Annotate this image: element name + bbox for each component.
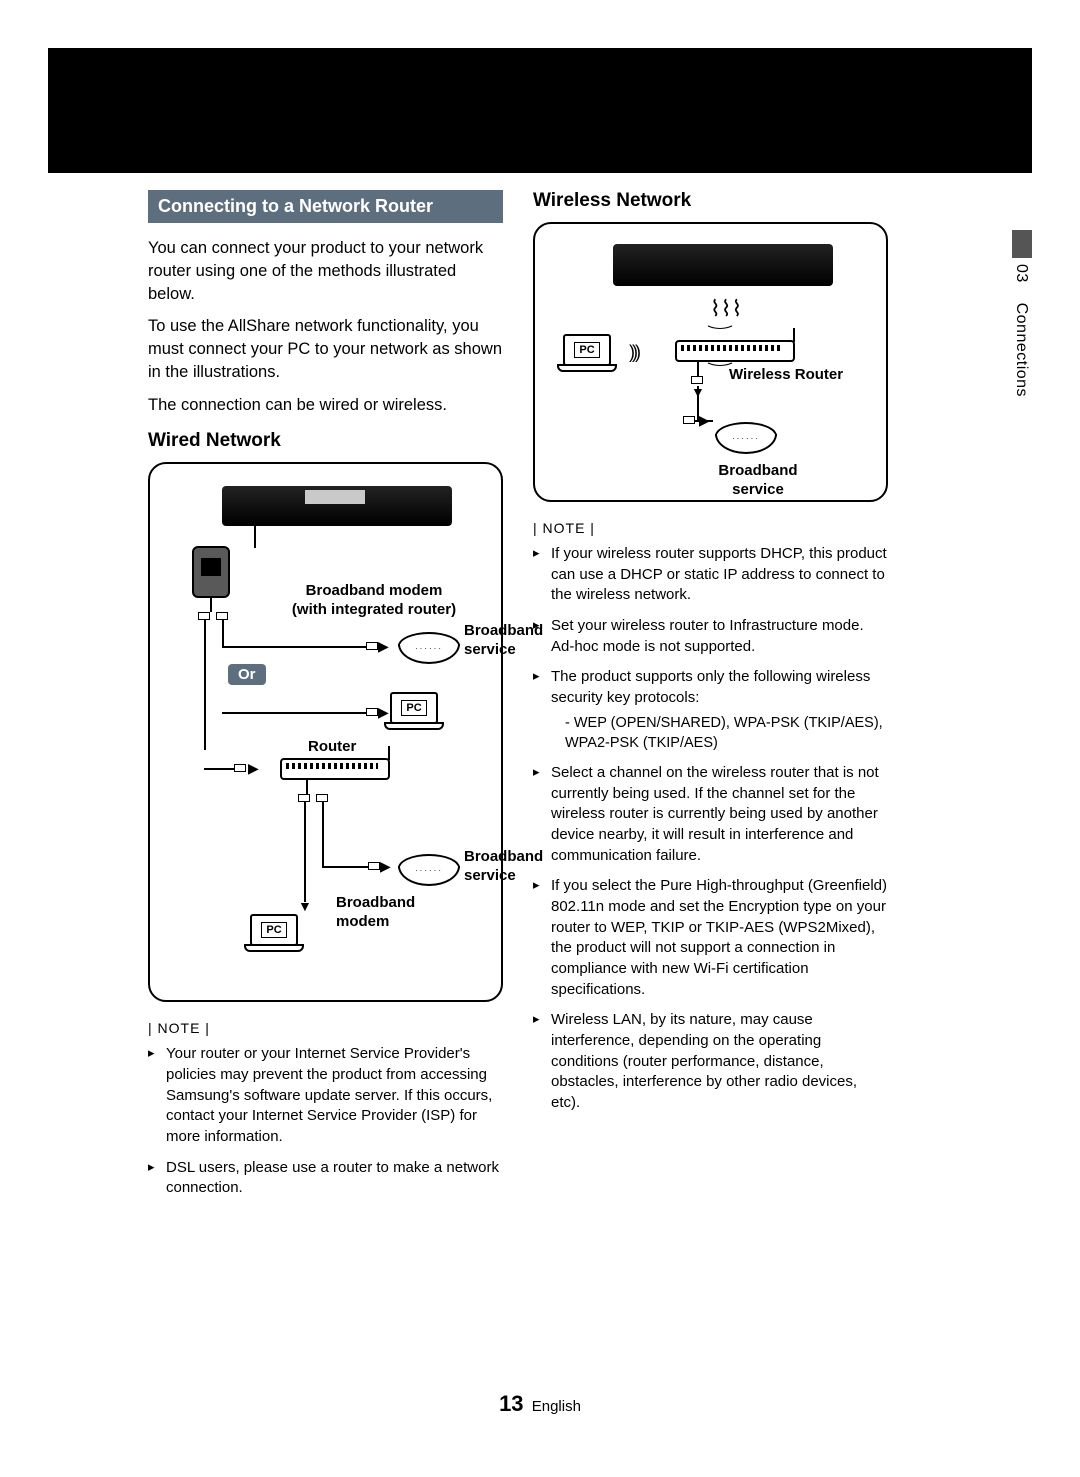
connector-icon (234, 764, 246, 772)
label-broadband-service-2: Broadband service (464, 848, 543, 886)
cable-line (210, 598, 212, 612)
laptop-icon: PC (390, 692, 444, 730)
note-item: Select a channel on the wireless router … (533, 763, 888, 866)
ethernet-port-icon (192, 546, 230, 598)
tab-title: Connections (1013, 303, 1030, 397)
cable-line (322, 802, 324, 822)
router-icon (280, 758, 390, 780)
wireless-network-diagram: ⌇⌇⌇ ︶︶︶ PC ))) Wireless Router (533, 222, 888, 502)
note-item: The product supports only the following … (533, 667, 888, 752)
left-column: Connecting to a Network Router You can c… (148, 190, 503, 1209)
wireless-router-icon (675, 340, 795, 362)
cable-line (204, 620, 206, 750)
arrow-icon: ▶ (378, 704, 389, 721)
top-black-band (48, 48, 1032, 173)
arrow-icon: ▶ (699, 412, 710, 429)
arrow-icon: ▼ (298, 898, 312, 914)
page-language: English (532, 1398, 581, 1415)
product-player-icon (613, 244, 833, 286)
cable-line (204, 768, 234, 770)
cable-line (254, 526, 256, 548)
note-label: | NOTE | (148, 1020, 503, 1036)
label-broadband-modem-integrated: Broadband modem (with integrated router) (274, 582, 474, 620)
connector-icon (198, 612, 210, 620)
connector-icon (368, 862, 380, 870)
tab-stub (1012, 230, 1032, 258)
wireless-network-heading: Wireless Network (533, 190, 888, 212)
broadband-modem-icon: ······ (398, 854, 460, 886)
label-broadband-modem: Broadband modem (336, 894, 415, 932)
cable-line (304, 802, 306, 902)
pc-tag: PC (401, 700, 426, 716)
wired-network-heading: Wired Network (148, 430, 503, 452)
cable-line (306, 780, 308, 794)
section-title-bar: Connecting to a Network Router (148, 190, 503, 223)
note-item: Your router or your Internet Service Pro… (148, 1044, 503, 1147)
note-item: Set your wireless router to Infrastructu… (533, 616, 888, 657)
connector-icon (216, 612, 228, 620)
tab-label: 03 Connections (1012, 260, 1030, 397)
cable-line (322, 822, 324, 866)
or-badge: Or (228, 664, 266, 685)
label-router: Router (308, 738, 356, 757)
intro-para-1: You can connect your product to your net… (148, 237, 503, 305)
connector-icon (366, 708, 378, 716)
cable-line (222, 712, 382, 714)
page-footer: 13 English (0, 1391, 1080, 1417)
intro-para-3: The connection can be wired or wireless. (148, 394, 503, 417)
note-label: | NOTE | (533, 520, 888, 536)
note-text: The product supports only the following … (551, 668, 870, 706)
tab-number: 03 (1013, 264, 1030, 283)
laptop-icon: PC (563, 334, 617, 372)
intro-para-2: To use the AllShare network functionalit… (148, 315, 503, 383)
arrow-icon: ▶ (248, 760, 259, 777)
manual-page: 03 Connections Connecting to a Network R… (0, 0, 1080, 1477)
label-wireless-router: Wireless Router (729, 366, 843, 385)
connector-icon (683, 416, 695, 424)
label-broadband-service-1: Broadband service (440, 622, 520, 660)
wifi-waves-icon: ))) (629, 342, 638, 363)
player-ports-icon (305, 490, 365, 504)
wired-network-diagram: ▶ ······ Broadband modem (with integrate… (148, 462, 503, 1002)
wifi-icon: ⌇⌇⌇ (710, 296, 742, 322)
note-subitem: WEP (OPEN/SHARED), WPA-PSK (TKIP/AES), W… (551, 713, 888, 753)
page-number: 13 (499, 1391, 523, 1416)
content-area: Connecting to a Network Router You can c… (148, 190, 888, 1209)
pc-tag: PC (261, 922, 286, 938)
label-broadband-service: Broadband service (713, 462, 803, 500)
laptop-icon: PC (250, 914, 304, 952)
note-item: If your wireless router supports DHCP, t… (533, 544, 888, 606)
chapter-side-tab: 03 Connections (1012, 230, 1032, 397)
right-column: Wireless Network ⌇⌇⌇ ︶︶︶ PC ))) (533, 190, 888, 1209)
broadband-modem-icon: ······ (715, 422, 777, 454)
cable-line (222, 646, 382, 648)
note-item: If you select the Pure High-throughput (… (533, 876, 888, 1000)
note-item: Wireless LAN, by its nature, may cause i… (533, 1010, 888, 1113)
connector-icon (691, 376, 703, 384)
cable-line (222, 620, 224, 646)
wireless-notes-list: If your wireless router supports DHCP, t… (533, 544, 888, 1114)
arrow-icon: ▶ (378, 638, 389, 655)
arrow-icon: ▶ (380, 858, 391, 875)
connector-icon (316, 794, 328, 802)
wired-notes-list: Your router or your Internet Service Pro… (148, 1044, 503, 1199)
note-item: DSL users, please use a router to make a… (148, 1158, 503, 1199)
pc-tag: PC (574, 342, 599, 358)
connector-icon (298, 794, 310, 802)
cable-line (697, 362, 699, 376)
connector-icon (366, 642, 378, 650)
